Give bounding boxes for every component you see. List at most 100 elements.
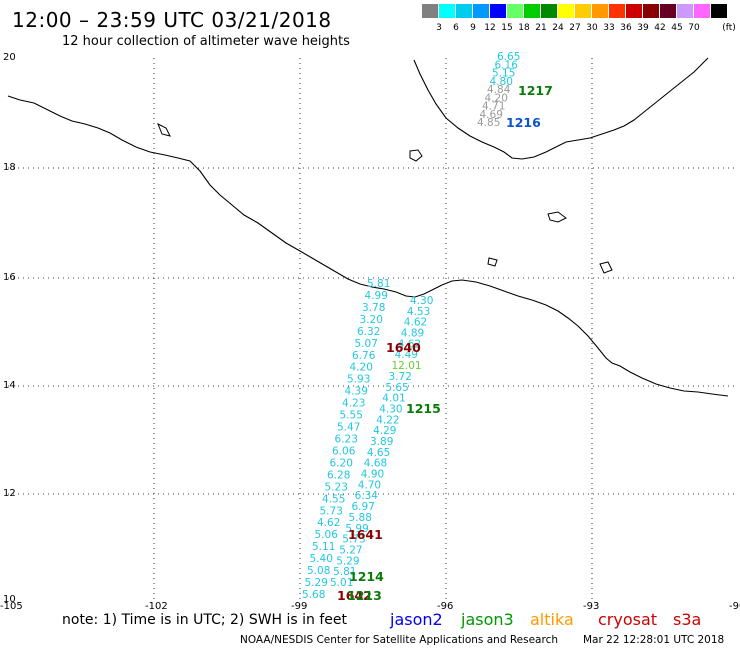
legend-label: 21 xyxy=(535,23,547,33)
pass-time-label: 1217 xyxy=(518,83,553,98)
legend-swatch xyxy=(439,4,455,18)
swh-value-label: 6.28 xyxy=(327,469,350,481)
latitude-tick-label: 10 xyxy=(3,594,16,605)
swh-value-label: 6.16 xyxy=(495,59,519,71)
legend-label: 45 xyxy=(671,23,683,33)
swh-value-label: 6.06 xyxy=(332,446,356,458)
legend-label: 42 xyxy=(654,23,666,33)
swh-value-label: 5.15 xyxy=(492,68,515,80)
satellite-name: jason3 xyxy=(461,610,514,629)
island-shape xyxy=(547,211,567,223)
swh-value-label: 5.55 xyxy=(340,410,363,422)
satellite-name: jason2 xyxy=(390,610,443,629)
swh-value-label: 4.30 xyxy=(410,295,433,307)
legend-swatch xyxy=(541,4,557,18)
legend-swatch xyxy=(507,4,523,18)
swh-value-label: 6.97 xyxy=(352,501,375,513)
legend-label: 30 xyxy=(586,23,598,33)
swh-value-label: 3.78 xyxy=(362,302,385,314)
satellite-name: cryosat xyxy=(598,610,658,629)
swh-value-label: 4.62 xyxy=(398,338,421,350)
legend-swatch xyxy=(575,4,591,18)
swh-value-label: 5.81 xyxy=(367,278,390,290)
swh-value-label: 4.80 xyxy=(490,76,513,88)
swh-value-label: 4.70 xyxy=(358,479,381,491)
swh-value-label: 4.30 xyxy=(379,404,402,416)
swh-value-label: 4.53 xyxy=(407,306,430,318)
altimeter-tracks: 5.814.993.783.206.325.076.764.205.934.39… xyxy=(302,51,520,601)
legend-label: 33 xyxy=(603,23,615,33)
swh-value-label: 5.29 xyxy=(336,555,359,567)
legend-label: 24 xyxy=(552,23,564,33)
swh-value-label: 4.69 xyxy=(480,109,503,121)
pass-time-label: 1215 xyxy=(406,401,441,416)
longitude-tick-label: -96 xyxy=(437,601,454,612)
swh-value-label: 4.84 xyxy=(487,84,511,96)
swh-value-label: 5.99 xyxy=(345,523,368,535)
swh-value-label: 6.23 xyxy=(335,434,358,446)
swh-value-label: 4.22 xyxy=(376,414,399,426)
swh-value-label: 4.55 xyxy=(322,493,345,505)
satellite-name: s3a xyxy=(673,610,702,629)
swh-value-label: 3.89 xyxy=(370,436,393,448)
gulf-of-mexico-coastline xyxy=(413,57,709,160)
swh-value-label: 5.40 xyxy=(310,553,333,565)
pass-time-label: 1214 xyxy=(349,569,384,584)
credit-line: NOAA/NESDIS Center for Satellite Applica… xyxy=(240,634,558,646)
pass-time-label: 1216 xyxy=(506,115,541,130)
longitude-tick-label: -90 xyxy=(729,601,740,612)
swh-value-label: 5.23 xyxy=(325,481,348,493)
swh-value-label: 5.73 xyxy=(320,505,343,517)
swh-value-label: 4.62 xyxy=(404,317,427,329)
swh-value-label: 5.11 xyxy=(312,541,335,553)
swh-value-label: 5.88 xyxy=(349,512,372,524)
swh-value-label: 4.90 xyxy=(361,469,384,481)
swh-value-label: 4.49 xyxy=(395,349,418,361)
legend-label: 15 xyxy=(501,23,513,33)
mexico-pacific-coastline xyxy=(7,95,729,397)
satellite-name: altika xyxy=(530,610,574,629)
legend-label: 9 xyxy=(470,23,476,33)
swh-value-label: 4.23 xyxy=(342,398,365,410)
swh-value-label: 4.20 xyxy=(350,362,373,374)
swh-value-label: 6.32 xyxy=(357,326,380,338)
latitude-tick-label: 20 xyxy=(3,52,16,63)
legend-label: 27 xyxy=(569,23,581,33)
generated-timestamp: Mar 22 12:28:01 UTC 2018 xyxy=(583,634,725,646)
lat-lon-grid xyxy=(8,58,738,600)
longitude-tick-label: -99 xyxy=(291,601,308,612)
legend-swatch xyxy=(524,4,540,18)
coastline xyxy=(7,57,729,397)
legend-swatch xyxy=(473,4,489,18)
legend-swatch xyxy=(422,4,438,18)
longitude-tick-label: -105 xyxy=(0,601,23,612)
legend-label: 12 xyxy=(484,23,496,33)
swh-value-label: 3.20 xyxy=(360,314,383,326)
swh-value-label: 4.29 xyxy=(373,425,396,437)
island-shape xyxy=(157,122,171,137)
legend-swatch xyxy=(558,4,574,18)
legend-label: 70 xyxy=(688,23,700,33)
swh-value-label: 6.34 xyxy=(355,490,379,502)
latitude-tick-label: 14 xyxy=(3,380,16,391)
legend-label: 3 xyxy=(436,23,442,33)
pass-time-label: 1642 xyxy=(337,588,372,603)
legend-swatch xyxy=(626,4,642,18)
pass-time-label: 1213 xyxy=(347,588,382,603)
island-shape xyxy=(487,257,498,267)
legend-label: 18 xyxy=(518,23,530,33)
swh-value-label: 5.29 xyxy=(305,577,328,589)
legend-swatch xyxy=(711,4,727,18)
swh-value-label: 4.39 xyxy=(345,386,368,398)
swh-value-label: 4.20 xyxy=(485,92,508,104)
legend-swatch xyxy=(643,4,659,18)
map-title: 12:00 – 23:59 UTC 03/21/2018 xyxy=(12,8,332,32)
legend-swatch xyxy=(677,4,693,18)
swh-value-label: 5.93 xyxy=(347,374,370,386)
latitude-tick-label: 16 xyxy=(3,272,16,283)
legend-unit: (ft) xyxy=(722,23,736,33)
latitude-tick-label: 18 xyxy=(3,162,16,173)
swh-value-label: 6.65 xyxy=(497,51,520,63)
